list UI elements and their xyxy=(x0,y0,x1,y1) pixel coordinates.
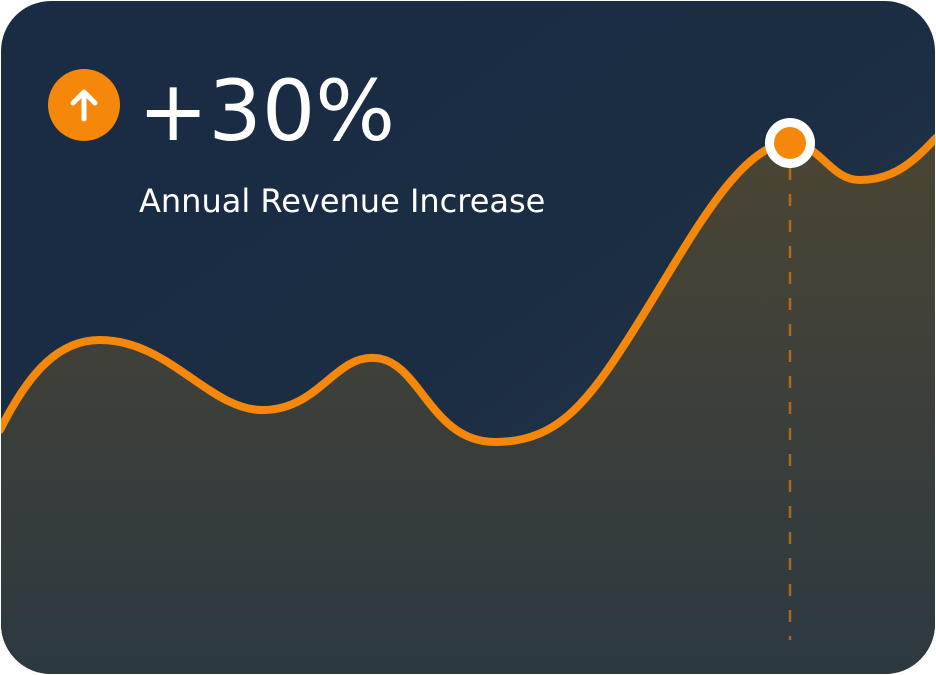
up-arrow xyxy=(70,89,98,122)
trend-area xyxy=(1,138,935,674)
highlight-point xyxy=(774,127,806,159)
stat-label: Annual Revenue Increase xyxy=(139,182,545,220)
stat-value: +30% xyxy=(138,62,395,160)
